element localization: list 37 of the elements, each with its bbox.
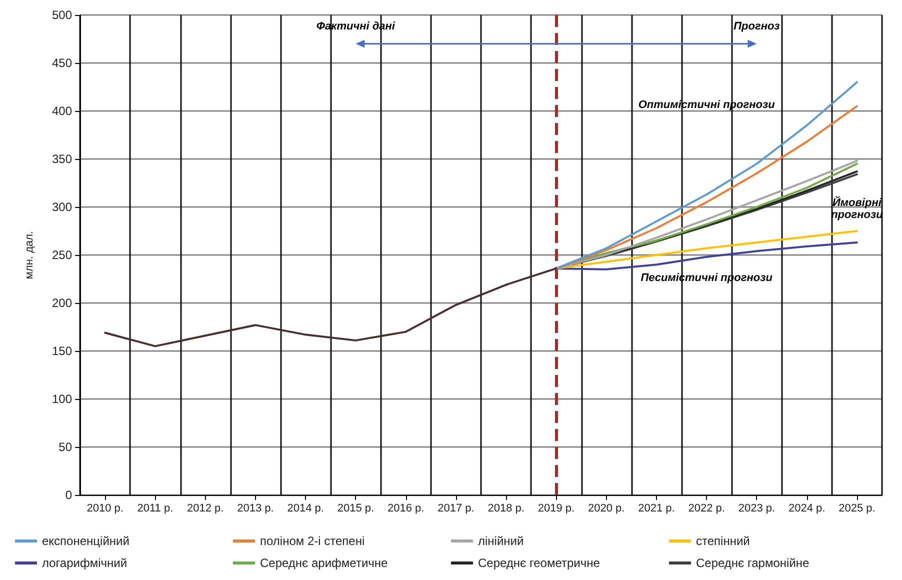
x-tick-label: 2011 р. bbox=[137, 502, 174, 514]
legend-label: експоненційний bbox=[42, 534, 130, 548]
y-tick-label: 300 bbox=[52, 200, 72, 214]
y-tick-label: 0 bbox=[65, 488, 72, 502]
y-tick-label: 500 bbox=[52, 8, 72, 22]
x-tick-label: 2010 р. bbox=[86, 502, 124, 514]
x-tick-label: 2021 р. bbox=[638, 502, 675, 514]
x-tick-label: 2019 р. bbox=[538, 502, 575, 514]
legend-label: Середнє гармонійне bbox=[696, 556, 810, 570]
y-tick-label: 50 bbox=[58, 440, 72, 454]
y-axis-title: млн. дал. bbox=[24, 230, 36, 280]
y-tick-label: 400 bbox=[52, 104, 72, 118]
x-tick-label: 2022 р. bbox=[688, 502, 725, 514]
x-tick-label: 2023 р. bbox=[738, 502, 776, 514]
x-tick-label: 2020 р. bbox=[588, 502, 625, 514]
y-tick-label: 150 bbox=[52, 344, 72, 358]
x-tick-label: 2018 р. bbox=[488, 502, 524, 514]
annotation: Прогноз bbox=[734, 20, 780, 33]
x-tick-label: 2012 р. bbox=[186, 502, 224, 514]
y-tick-label: 100 bbox=[52, 392, 72, 406]
y-tick-label: 250 bbox=[52, 248, 72, 262]
x-tick-label: 2016 р. bbox=[387, 502, 424, 514]
legend-label: лінійний bbox=[478, 534, 524, 548]
x-tick-label: 2015 р. bbox=[337, 502, 374, 514]
y-tick-label: 450 bbox=[52, 56, 72, 70]
legend-label: Середнє геометричне bbox=[478, 556, 600, 570]
x-tick-label: 2017 р. bbox=[438, 502, 474, 514]
legend-label: Середнє арифметичне bbox=[260, 556, 388, 570]
x-tick-label: 2014 р. bbox=[287, 502, 324, 514]
x-tick-label: 2025 р. bbox=[838, 502, 876, 514]
y-tick-label: 350 bbox=[52, 152, 72, 166]
y-tick-label: 200 bbox=[52, 296, 72, 310]
x-tick-label: 2013 р. bbox=[237, 502, 274, 514]
legend-label: логарифмічний bbox=[42, 556, 128, 570]
legend-label: поліном 2-і степені bbox=[260, 534, 365, 548]
x-tick-label: 2024 р. bbox=[788, 502, 826, 514]
legend-label: степінний bbox=[696, 534, 750, 548]
